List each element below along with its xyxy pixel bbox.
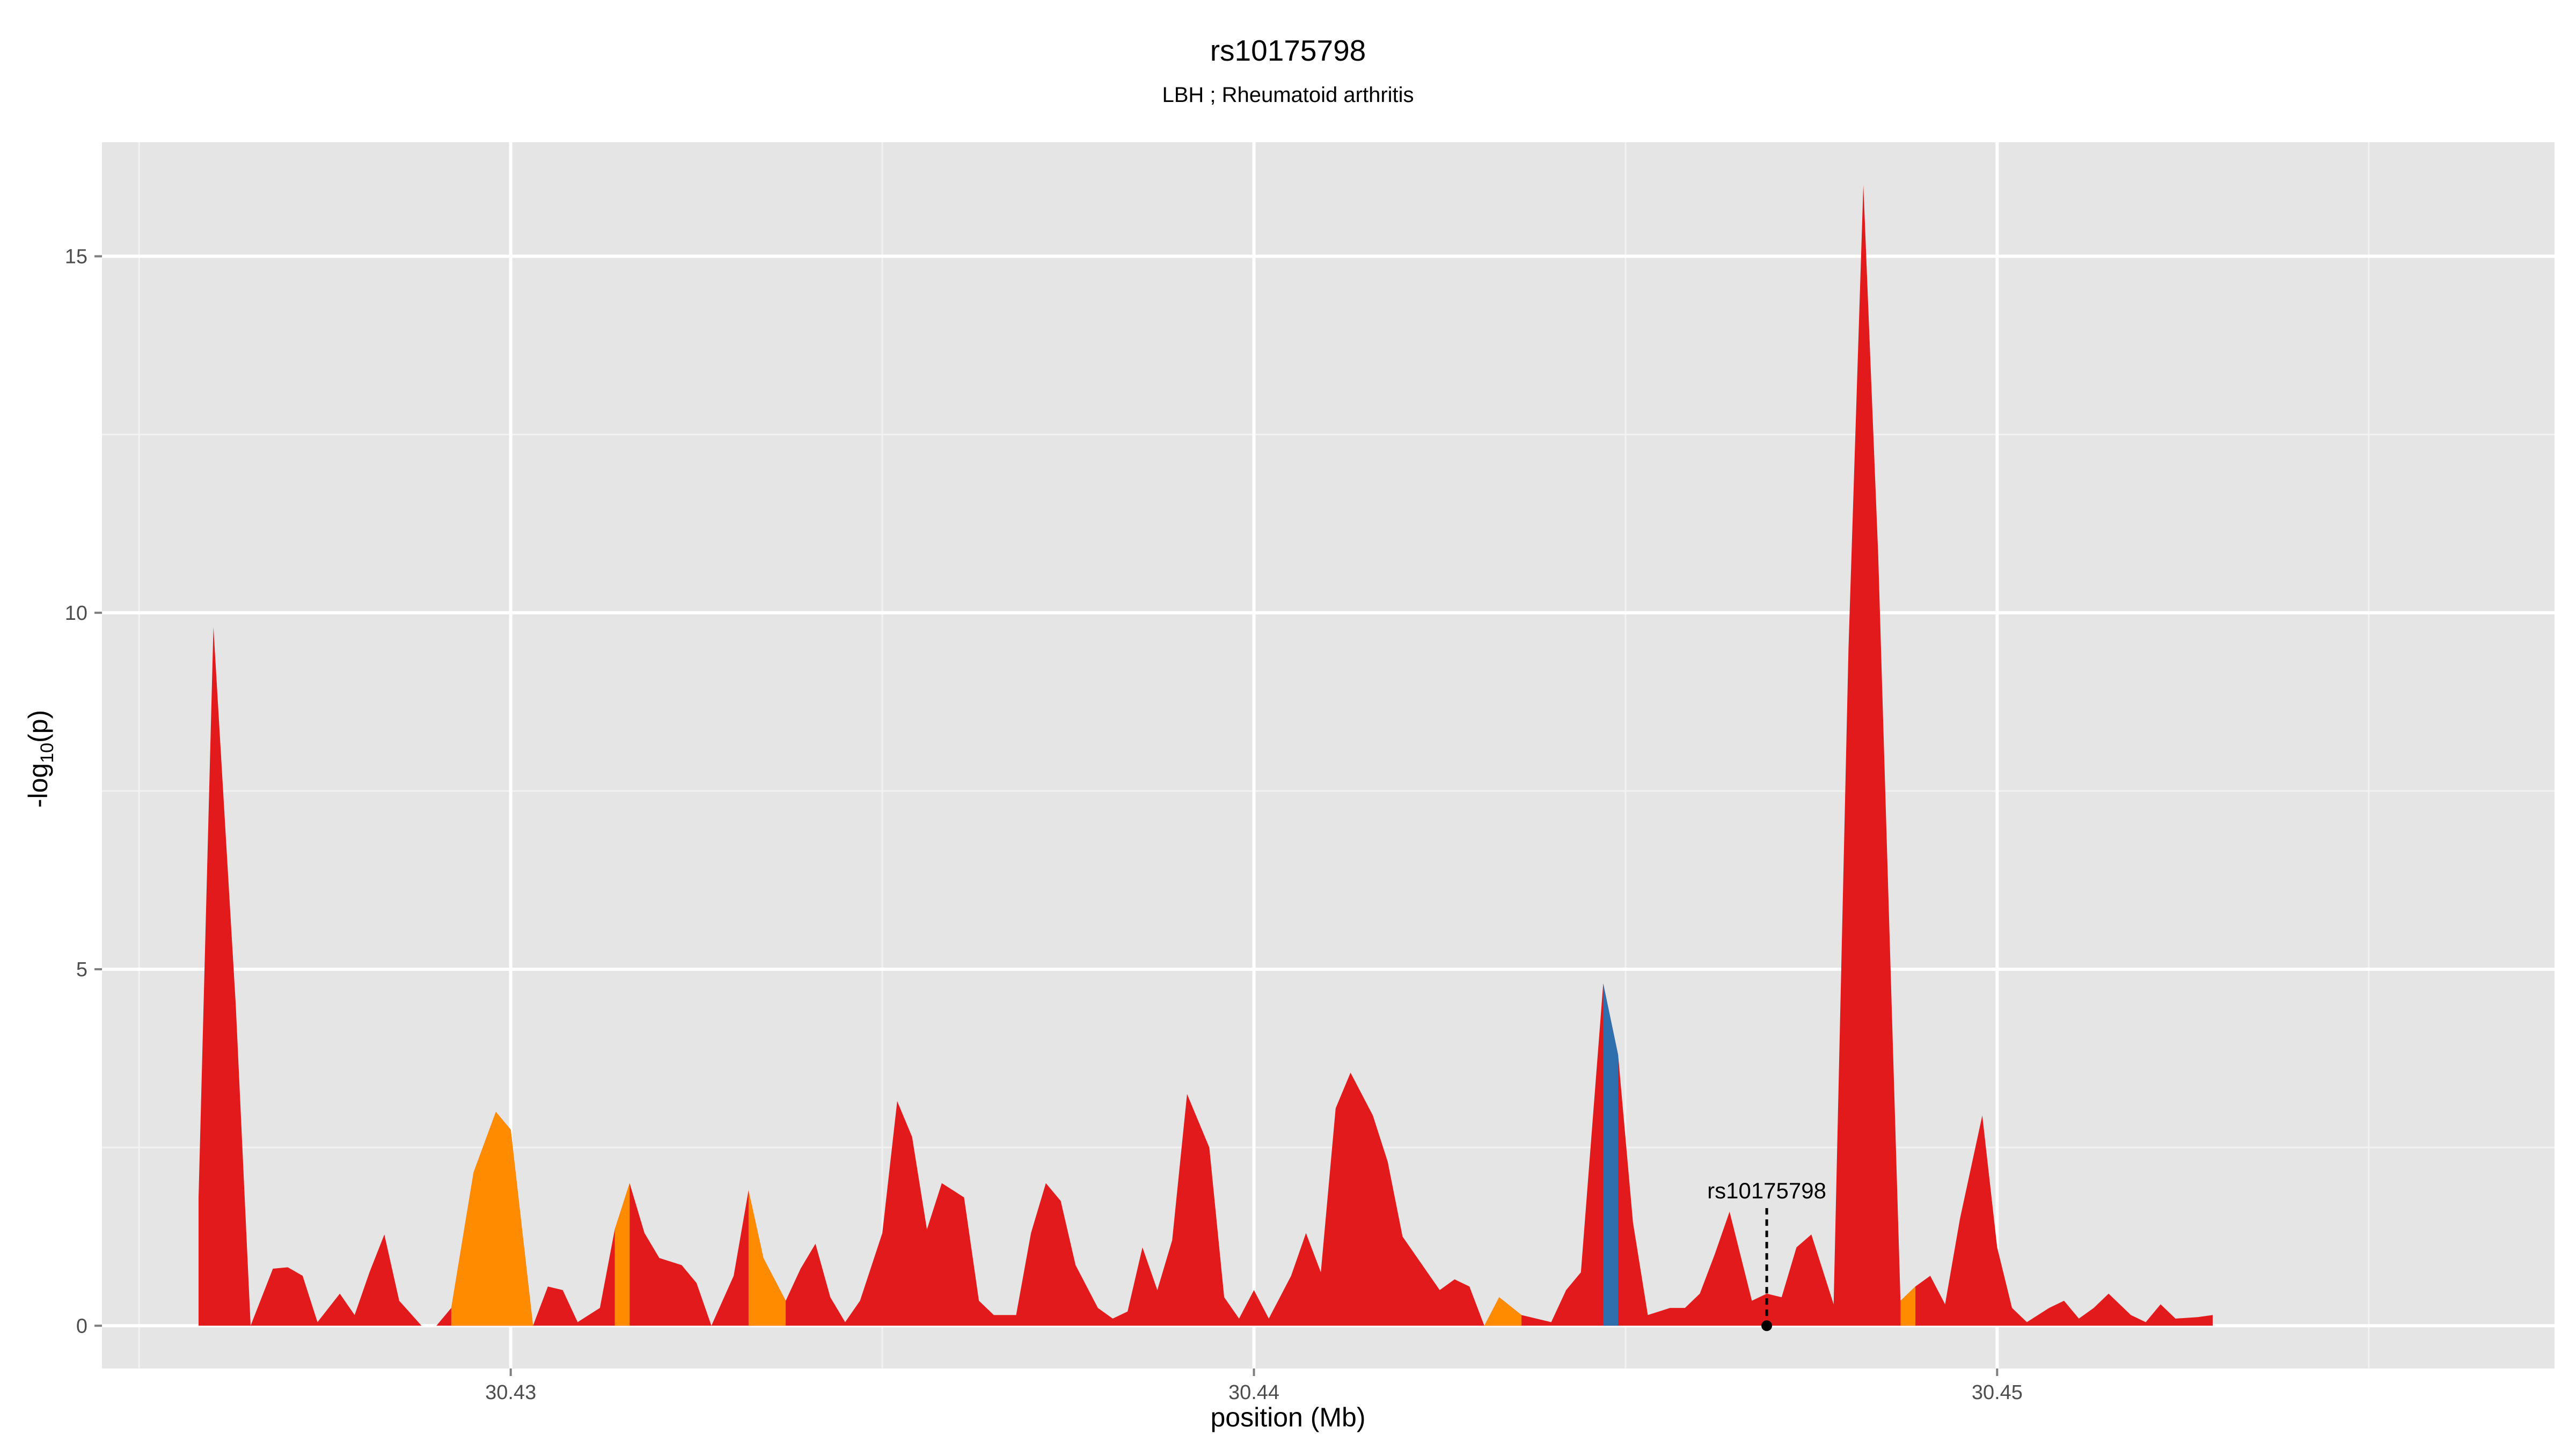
x-axis-label: position (Mb)	[1210, 1402, 1366, 1432]
x-tick-label: 30.44	[1228, 1381, 1279, 1404]
plot-panel	[102, 142, 2555, 1368]
y-axis-label: -log10(p)	[23, 709, 57, 808]
chart-subtitle: LBH ; Rheumatoid arthritis	[1162, 83, 1414, 107]
y-tick-label: 10	[65, 602, 87, 625]
axis-ticks	[94, 255, 1999, 1376]
y-tick-label: 0	[76, 1315, 87, 1337]
annotation-point	[1761, 1320, 1773, 1331]
x-tick-label: 30.43	[485, 1381, 536, 1404]
annotation-label: rs10175798	[1707, 1178, 1826, 1203]
tick-labels: 30.43 30.44 30.45 0 5 10 15	[65, 246, 2023, 1404]
chart-title: rs10175798	[1210, 34, 1366, 67]
annotation-layer: rs10175798	[1707, 1178, 1826, 1331]
x-tick-label: 30.45	[1972, 1381, 2023, 1404]
y-tick-label: 5	[76, 958, 87, 981]
y-tick-label: 15	[65, 246, 87, 268]
